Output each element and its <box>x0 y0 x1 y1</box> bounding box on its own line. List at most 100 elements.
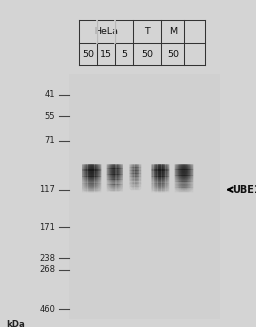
Bar <box>183 185 184 187</box>
Bar <box>122 172 123 173</box>
Bar <box>156 175 157 177</box>
Bar <box>140 164 141 166</box>
Bar <box>111 187 112 189</box>
Bar <box>84 178 85 179</box>
Bar <box>169 169 170 170</box>
Bar <box>118 185 119 187</box>
Bar <box>183 191 184 193</box>
Bar <box>184 173 185 174</box>
Bar <box>153 168 154 170</box>
Bar <box>191 190 192 191</box>
Bar <box>121 183 122 185</box>
Bar <box>100 179 101 181</box>
Bar <box>165 177 166 178</box>
Bar <box>155 172 156 173</box>
Bar <box>88 165 89 166</box>
Bar <box>151 189 152 191</box>
Bar <box>82 173 83 174</box>
Bar <box>165 184 166 186</box>
Bar <box>177 175 178 176</box>
Bar <box>152 165 153 167</box>
Bar <box>113 174 114 175</box>
Bar <box>94 187 95 189</box>
Bar <box>139 184 140 186</box>
Bar <box>160 177 161 179</box>
Bar <box>152 179 153 181</box>
Bar <box>168 171 169 172</box>
Bar <box>164 169 165 170</box>
Bar <box>179 185 180 187</box>
Bar <box>129 181 130 183</box>
Bar <box>189 168 190 169</box>
Bar <box>116 182 117 184</box>
Bar <box>121 176 122 177</box>
Bar <box>178 170 179 172</box>
Bar <box>181 165 182 167</box>
Bar <box>87 173 88 175</box>
Bar <box>116 174 117 176</box>
Bar <box>89 174 90 175</box>
Bar <box>178 176 179 177</box>
Bar <box>155 167 156 168</box>
Bar <box>183 186 184 187</box>
Bar <box>185 179 186 180</box>
Bar <box>108 178 109 180</box>
Bar <box>180 174 181 176</box>
Bar <box>136 186 137 187</box>
Bar <box>109 183 110 184</box>
Bar <box>188 181 189 183</box>
Bar <box>110 170 111 171</box>
Bar <box>85 170 86 172</box>
Bar <box>130 187 131 189</box>
Bar <box>120 170 121 171</box>
Bar <box>162 178 163 180</box>
Bar <box>114 174 115 176</box>
Bar <box>159 167 160 168</box>
Bar <box>158 170 159 172</box>
Bar <box>83 178 84 180</box>
Bar <box>110 189 111 191</box>
Bar <box>181 183 182 185</box>
Bar <box>97 176 98 177</box>
Bar <box>189 170 190 171</box>
Bar <box>182 176 183 177</box>
Bar <box>183 170 184 172</box>
Bar <box>82 186 83 187</box>
Bar <box>162 176 163 177</box>
Bar <box>185 166 186 168</box>
Bar <box>135 177 136 179</box>
Bar <box>113 176 114 178</box>
Bar <box>135 184 136 186</box>
Bar <box>168 186 169 188</box>
Bar <box>133 189 134 190</box>
Bar <box>84 190 86 191</box>
Bar <box>82 169 83 171</box>
Bar <box>156 186 157 188</box>
Bar <box>174 181 175 183</box>
Bar <box>109 178 110 180</box>
Bar <box>190 182 191 183</box>
Bar <box>116 184 118 186</box>
Bar <box>115 190 116 192</box>
Bar <box>179 184 180 186</box>
Bar <box>122 190 123 191</box>
Bar <box>162 174 163 176</box>
Bar <box>153 181 154 183</box>
Bar <box>92 165 93 166</box>
Bar <box>84 191 86 193</box>
Bar <box>117 178 118 180</box>
Bar <box>190 183 191 185</box>
Bar <box>93 191 94 193</box>
Bar <box>89 185 90 187</box>
Bar <box>84 168 86 170</box>
Bar <box>140 186 141 187</box>
Bar <box>138 170 139 172</box>
Bar <box>98 183 100 184</box>
Bar <box>177 172 178 174</box>
Bar <box>189 187 190 188</box>
Bar <box>155 190 156 192</box>
Bar <box>182 188 183 190</box>
Bar <box>121 190 122 192</box>
Bar <box>84 181 85 182</box>
Bar <box>178 187 179 189</box>
